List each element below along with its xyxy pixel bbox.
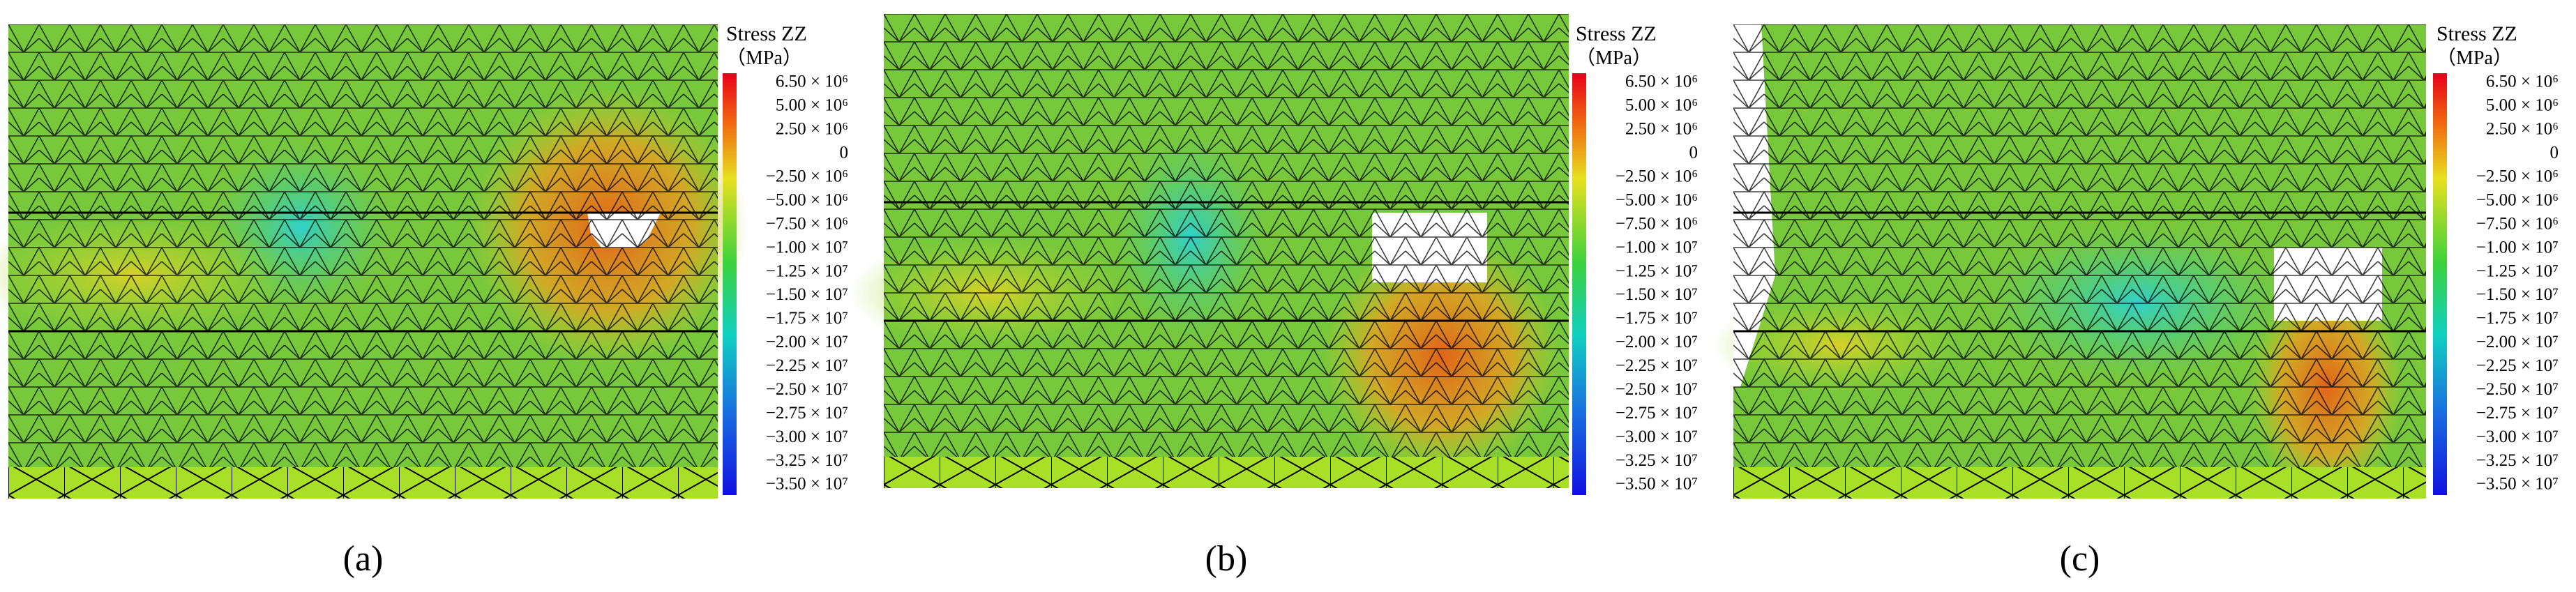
colorbar-tick-label: 0 [1689,144,1698,162]
colorbar-tick-label: −2.50 × 10⁷ [2476,380,2559,399]
colorbar-tick-label: −2.50 × 10⁶ [2476,167,2559,185]
colorbar-tick-label: −1.00 × 10⁷ [1615,238,1698,257]
colorbar-tick-label: 5.00 × 10⁶ [2486,96,2559,115]
colorbar-tick-label: 6.50 × 10⁶ [2486,73,2559,91]
colorbar-tick-label: 2.50 × 10⁶ [1625,120,1698,139]
colorbar-tick-label: −3.50 × 10⁷ [2476,475,2559,494]
bottom-mesh [1733,467,2426,499]
colorbar-tick-label: −3.00 × 10⁷ [766,427,848,446]
colorbar-tick-label: −1.75 × 10⁷ [1615,309,1698,328]
panel-label: (b) [1205,539,1248,579]
colorbar-tick-label: −1.25 × 10⁷ [1615,261,1698,280]
colorbar-tick-label: −2.75 × 10⁷ [1615,404,1698,423]
colorbar-tick-label: −5.00 × 10⁶ [1615,190,1698,209]
colorbar-tick-label: −1.75 × 10⁷ [766,309,848,328]
colorbar-tick-label: −2.75 × 10⁷ [2476,404,2559,423]
colorbar-title: Stress ZZ [2436,22,2517,45]
colorbar-tick-label: −2.50 × 10⁶ [1615,167,1698,185]
colorbar-tick-label: −2.00 × 10⁷ [766,333,848,351]
colorbar-tick-label: −2.25 × 10⁷ [1615,356,1698,375]
colorbar-tick-label: −7.50 × 10⁶ [1615,214,1698,233]
colorbar-tick-label: −2.50 × 10⁶ [766,167,848,185]
mesh [8,24,718,467]
colorbar-tick-label: −3.00 × 10⁷ [1615,427,1698,446]
panel [1712,24,2426,499]
colorbar-tick-label: −2.25 × 10⁷ [766,356,848,375]
colorbar-tick-label: −1.00 × 10⁷ [766,238,848,257]
colorbar-tick-label: −2.75 × 10⁷ [766,404,848,423]
bottom-mesh [884,457,1569,488]
mesh [884,14,1569,457]
colorbar [723,73,737,495]
colorbar-tick-label: −2.50 × 10⁷ [1615,380,1698,399]
colorbar-tick-label: 2.50 × 10⁶ [2486,120,2559,139]
colorbar-unit: （MPa） [2436,47,2513,69]
colorbar-tick-label: −3.25 × 10⁷ [1615,451,1698,470]
colorbar-tick-label: 0 [840,144,849,162]
colorbar-tick-label: 5.00 × 10⁶ [1625,96,1698,115]
colorbar-tick-label: −5.00 × 10⁶ [2476,190,2559,209]
colorbar-tick-label: −2.50 × 10⁷ [766,380,848,399]
colorbar-tick-label: 0 [2550,144,2559,162]
colorbar-title: Stress ZZ [726,22,807,45]
colorbar-tick-label: −7.50 × 10⁶ [2476,214,2559,233]
colorbar [1572,73,1586,495]
colorbar-tick-label: 6.50 × 10⁶ [1625,73,1698,91]
colorbar-tick-label: −3.50 × 10⁷ [766,475,848,494]
colorbar-tick-label: −1.50 × 10⁷ [766,285,848,304]
colorbar-tick-label: −1.25 × 10⁷ [766,261,848,280]
colorbar-tick-label: −1.50 × 10⁷ [2476,285,2559,304]
panel-label: (a) [343,539,384,579]
colorbar [2433,73,2447,495]
colorbar-tick-label: 2.50 × 10⁶ [776,120,848,139]
colorbar-tick-label: −7.50 × 10⁶ [766,214,848,233]
colorbar-tick-label: −1.00 × 10⁷ [2476,238,2559,257]
colorbar-tick-label: −3.25 × 10⁷ [766,451,848,470]
colorbar-tick-label: −2.25 × 10⁷ [2476,356,2559,375]
panel-label: (c) [2060,539,2100,579]
colorbar-unit: （MPa） [726,47,802,69]
colorbar-tick-label: −3.25 × 10⁷ [2476,451,2559,470]
panel [0,24,748,499]
colorbar-tick-label: −2.00 × 10⁷ [1615,333,1698,351]
colorbar-tick-label: −2.00 × 10⁷ [2476,333,2559,351]
bottom-mesh [8,467,718,499]
colorbar-tick-label: 5.00 × 10⁶ [776,96,848,115]
mesh [1733,24,2426,467]
colorbar-tick-label: −5.00 × 10⁶ [766,190,848,209]
colorbar-unit: （MPa） [1576,47,1652,69]
colorbar-tick-label: −1.25 × 10⁷ [2476,261,2559,280]
colorbar-title: Stress ZZ [1576,22,1657,45]
colorbar-tick-label: −3.50 × 10⁷ [1615,475,1698,494]
colorbar-tick-label: 6.50 × 10⁶ [776,73,848,91]
colorbar-tick-label: −1.75 × 10⁷ [2476,309,2559,328]
panel [849,14,1569,488]
colorbar-tick-label: −1.50 × 10⁷ [1615,285,1698,304]
colorbar-tick-label: −3.00 × 10⁷ [2476,427,2559,446]
